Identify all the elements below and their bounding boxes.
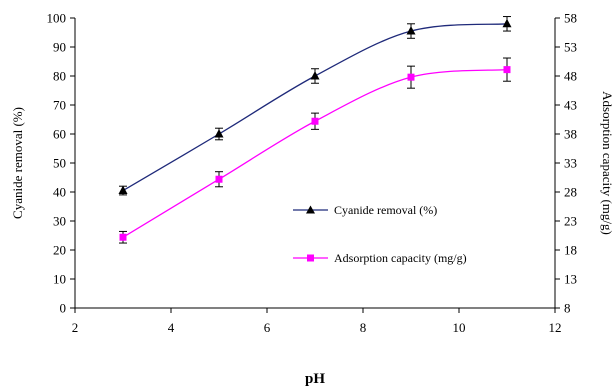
y-tick-label: 10 xyxy=(53,272,66,287)
series-line-adsorption xyxy=(122,68,508,238)
y-tick-label: 50 xyxy=(53,156,66,171)
data-point-square xyxy=(215,175,223,183)
x-axis-ticks: 2 4 6 8 10 12 xyxy=(72,308,562,335)
y2-tick-label: 48 xyxy=(564,69,577,84)
y2-axis-label: Adsorption capacity (mg/g) xyxy=(600,91,615,235)
y-tick-label: 80 xyxy=(53,69,66,84)
legend-label-cyanide: Cyanide removal (%) xyxy=(334,203,437,217)
y2-tick-label: 28 xyxy=(564,185,577,200)
data-point-triangle xyxy=(406,26,416,35)
data-point-square xyxy=(407,73,415,81)
y-axis-label: Cyanide removal (%) xyxy=(10,107,25,219)
data-point-square xyxy=(503,66,511,74)
x-tick-label: 2 xyxy=(72,320,79,335)
series-adsorption xyxy=(119,57,511,244)
y2-tick-label: 53 xyxy=(564,40,577,55)
plot-axes xyxy=(74,18,556,309)
data-point-square xyxy=(119,233,127,241)
x-tick-label: 12 xyxy=(549,320,562,335)
x-tick-label: 8 xyxy=(360,320,367,335)
legend-marker-triangle xyxy=(306,205,315,214)
legend-label-adsorption: Adsorption capacity (mg/g) xyxy=(334,251,467,265)
y2-tick-label: 18 xyxy=(564,243,577,258)
data-point-triangle xyxy=(118,185,128,195)
data-point-triangle xyxy=(502,18,512,28)
y2-tick-label: 8 xyxy=(564,301,571,316)
series-line-cyanide xyxy=(122,23,508,192)
y-tick-label: 100 xyxy=(47,11,67,26)
x-axis-label: pH xyxy=(305,371,325,387)
legend-marker-square xyxy=(307,254,314,262)
y2-tick-label: 23 xyxy=(564,214,577,229)
y-tick-label: 60 xyxy=(53,127,66,142)
y-tick-label: 0 xyxy=(60,301,67,316)
y-axis-ticks: 0 10 20 30 40 50 60 70 80 90 100 xyxy=(47,11,75,316)
data-point-triangle xyxy=(310,71,320,80)
y-tick-label: 90 xyxy=(53,40,66,55)
y2-tick-label: 13 xyxy=(564,272,577,287)
y-tick-label: 20 xyxy=(53,243,66,258)
y-tick-label: 40 xyxy=(53,185,66,200)
y2-axis-ticks: 8 13 18 23 28 33 38 43 48 53 58 xyxy=(555,11,577,316)
y2-tick-label: 38 xyxy=(564,127,577,142)
legend: Cyanide removal (%) Adsorption capacity … xyxy=(293,203,467,265)
x-tick-label: 4 xyxy=(168,320,175,335)
y-tick-label: 30 xyxy=(53,214,66,229)
series-layer xyxy=(118,16,512,244)
data-point-square xyxy=(311,117,319,125)
y2-tick-label: 58 xyxy=(564,11,577,26)
y-tick-label: 70 xyxy=(53,98,66,113)
data-point-triangle xyxy=(214,129,224,138)
x-tick-label: 10 xyxy=(453,320,466,335)
series-cyanide xyxy=(118,16,512,196)
y2-tick-label: 33 xyxy=(564,156,577,171)
y2-tick-label: 43 xyxy=(564,98,577,113)
x-tick-label: 6 xyxy=(264,320,271,335)
